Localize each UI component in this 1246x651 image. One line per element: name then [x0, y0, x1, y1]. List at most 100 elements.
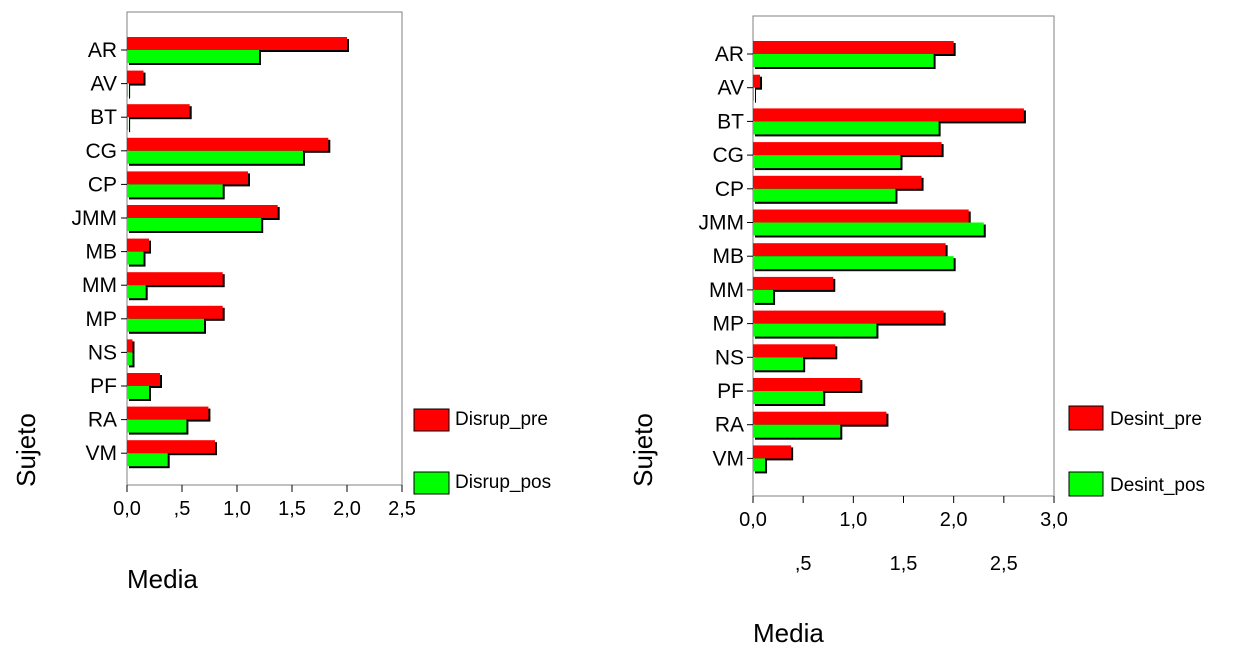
category-label: CG [713, 144, 745, 167]
bar-disrup-pos-mp [127, 318, 204, 332]
legend-swatch-disrup-pre [413, 408, 450, 432]
legend-swatch-disrup-pos [413, 471, 450, 495]
bar-disrup-pre-vm [127, 440, 215, 454]
bar-disrup-pos-ns [127, 352, 133, 366]
legend-label: Desint_pos [1110, 475, 1205, 496]
bar-disrup-pre-ar [127, 37, 347, 50]
x-axis-ticks: 0,0 ,5 1,0 1,5 2,0 2,5 [113, 485, 416, 520]
bar-disrup-pos-pf [127, 386, 149, 399]
bar-desint-pre-ar [753, 41, 954, 54]
bar-desint-pos-mm [753, 289, 774, 303]
bar-disrup-pre-av [127, 70, 144, 84]
bar-disrup-pre-mp [127, 305, 223, 319]
x-tick-label: 3,0 [1040, 509, 1068, 531]
bar-disrup-pre-cp [127, 171, 248, 185]
category-label: BT [717, 110, 744, 133]
legend-label: Disrup_pos [455, 472, 551, 493]
category-label: AV [718, 77, 744, 100]
legend: Disrup_pre Disrup_pos [413, 408, 551, 495]
legend-swatch-desint-pos [1068, 471, 1104, 497]
category-label: VM [713, 447, 745, 470]
bar-desint-pre-av [753, 74, 761, 88]
bar-desint-pos-ar [753, 54, 934, 67]
y-axis-label: Sujeto [11, 413, 41, 487]
category-label: MM [82, 274, 117, 297]
bar-desint-pre-vm [753, 445, 792, 459]
bar-desint-pre-ns [753, 344, 836, 358]
category-label: NS [715, 346, 744, 369]
x-tick-label: 1,0 [839, 509, 867, 531]
bar-desint-pre-jmm [753, 209, 969, 223]
legend-label: Desint_pre [1110, 409, 1202, 430]
bar-desint-pos-cp [753, 188, 896, 202]
bar-disrup-pos-mb [127, 251, 144, 265]
bar-disrup-pos-jmm [127, 218, 262, 231]
category-label: JMM [72, 207, 118, 230]
bar-desint-pre-mb [753, 243, 946, 257]
bar-desint-pos-cg [753, 155, 901, 169]
x-axis-label: Media [127, 564, 198, 594]
category-label: NS [88, 341, 117, 364]
legend-swatch-desint-pre [1068, 405, 1104, 431]
legend: Desint_pre Desint_pos [1068, 405, 1205, 497]
bar-desint-pos-jmm [753, 222, 984, 236]
x-tick-label: 2,5 [388, 498, 416, 520]
bar-disrup-pre-bt [127, 104, 190, 118]
bar-disrup-pre-pf [127, 373, 160, 386]
bar-disrup-pos-av [127, 83, 129, 97]
bar-disrup-pos-cp [127, 184, 223, 198]
x-tick-label: 1,5 [890, 553, 918, 575]
bar-shadow [129, 119, 131, 133]
bar-desint-pre-pf [753, 378, 861, 391]
bar-desint-pre-bt [753, 108, 1024, 122]
category-label: RA [88, 409, 117, 432]
desint-chart: AR AV BT CG CP JMM MB MM MP NS PF RA VM 0,0 ,5 1,0 1,5 2… [628, 15, 1205, 648]
x-tick-label: 2,0 [940, 509, 968, 531]
bar-disrup-pos-ar [127, 50, 259, 63]
category-label: MP [713, 313, 745, 336]
bar-desint-pos-ns [753, 357, 804, 371]
bar-disrup-pos-vm [127, 453, 168, 467]
category-label: CP [715, 178, 744, 201]
x-axis-label: Media [753, 618, 824, 646]
x-tick-label: 2,0 [333, 498, 361, 520]
category-labels: AR AV BT CG CP JMM MB MM MP NS PF RA VM [699, 43, 753, 470]
bar-shadow [129, 85, 131, 99]
bar-disrup-pre-cg [127, 137, 329, 151]
x-tick-label: ,5 [174, 498, 191, 520]
category-label: CG [86, 140, 118, 163]
bar-disrup-pre-ns [127, 339, 133, 353]
bar-disrup-pos-ra [127, 419, 187, 433]
x-tick-label: 1,5 [278, 498, 306, 520]
x-axis-ticks: 0,0 ,5 1,0 1,5 2,0 2,5 3,0 [739, 496, 1068, 575]
bar-disrup-pos-cg [127, 150, 303, 164]
category-label: MP [86, 308, 118, 331]
bar-desint-pre-cg [753, 142, 942, 156]
x-tick-label: 2,5 [990, 553, 1018, 575]
bar-desint-pos-av [753, 87, 755, 101]
bar-disrup-pre-jmm [127, 205, 278, 218]
bar-disrup-pos-mm [127, 285, 146, 299]
legend-label: Disrup_pre [455, 409, 548, 430]
bar-desint-pos-vm [753, 458, 766, 472]
bar-desint-pos-ra [753, 424, 841, 438]
bar-disrup-pre-ra [127, 406, 209, 420]
category-label: MB [86, 241, 118, 264]
category-label: RA [715, 414, 744, 437]
category-label: VM [86, 442, 118, 465]
bar-desint-pre-ra [753, 411, 887, 425]
category-label: AV [91, 73, 117, 96]
x-tick-label: 0,0 [739, 509, 767, 531]
bar-desint-pre-mm [753, 276, 834, 290]
category-label: PF [717, 380, 744, 403]
bar-desint-pos-mp [753, 323, 877, 337]
bars-group [753, 41, 1026, 474]
category-label: CP [88, 173, 117, 196]
bar-desint-pos-mb [753, 256, 954, 270]
bar-disrup-pre-mm [127, 272, 223, 286]
y-axis-label: Sujeto [628, 413, 658, 487]
x-tick-label: 0,0 [113, 498, 141, 520]
disrup-chart: AR AV BT CG CP JMM MB MM MP NS PF RA VM 0,0 ,5 1,0 1,5 2… [11, 11, 551, 594]
bar-desint-pre-mp [753, 310, 944, 324]
